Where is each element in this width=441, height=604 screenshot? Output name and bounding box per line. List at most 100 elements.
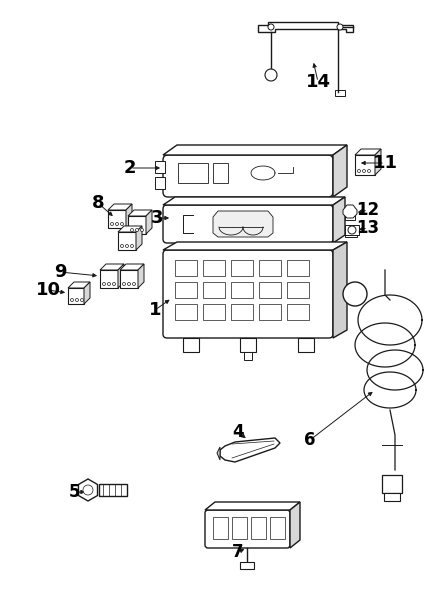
Polygon shape bbox=[355, 149, 381, 155]
Bar bbox=[287, 304, 309, 320]
Bar bbox=[178, 163, 208, 183]
Bar bbox=[175, 282, 197, 298]
Circle shape bbox=[112, 283, 116, 286]
Bar bbox=[128, 216, 146, 234]
Polygon shape bbox=[213, 211, 273, 237]
Polygon shape bbox=[333, 242, 347, 338]
Circle shape bbox=[367, 170, 370, 173]
Circle shape bbox=[71, 298, 74, 301]
Polygon shape bbox=[217, 447, 220, 460]
Text: 3: 3 bbox=[151, 209, 163, 227]
Polygon shape bbox=[258, 22, 353, 32]
FancyBboxPatch shape bbox=[163, 250, 333, 338]
Bar bbox=[203, 304, 225, 320]
Polygon shape bbox=[146, 210, 152, 234]
Polygon shape bbox=[220, 438, 280, 462]
Circle shape bbox=[265, 69, 277, 81]
Bar bbox=[335, 90, 345, 96]
Circle shape bbox=[123, 283, 126, 286]
Circle shape bbox=[358, 170, 360, 173]
Circle shape bbox=[102, 283, 105, 286]
Polygon shape bbox=[84, 282, 90, 304]
Bar bbox=[183, 338, 199, 352]
Polygon shape bbox=[120, 264, 144, 270]
Bar bbox=[203, 260, 225, 276]
Polygon shape bbox=[163, 242, 347, 250]
Circle shape bbox=[343, 282, 367, 306]
Bar bbox=[231, 282, 253, 298]
Circle shape bbox=[363, 170, 366, 173]
Bar bbox=[240, 338, 256, 352]
Bar bbox=[345, 227, 357, 237]
Circle shape bbox=[126, 245, 128, 248]
Bar bbox=[287, 282, 309, 298]
Bar bbox=[203, 282, 225, 298]
Text: 8: 8 bbox=[92, 194, 105, 212]
Bar bbox=[259, 260, 281, 276]
Text: 13: 13 bbox=[356, 219, 380, 237]
Circle shape bbox=[268, 24, 274, 30]
Polygon shape bbox=[128, 210, 152, 216]
Circle shape bbox=[127, 283, 131, 286]
Polygon shape bbox=[205, 502, 300, 510]
Text: 6: 6 bbox=[304, 431, 316, 449]
Bar bbox=[251, 517, 266, 539]
Bar bbox=[175, 260, 197, 276]
Polygon shape bbox=[118, 226, 142, 232]
Bar bbox=[68, 288, 84, 304]
Polygon shape bbox=[384, 493, 400, 501]
Bar bbox=[231, 304, 253, 320]
Bar bbox=[213, 163, 228, 183]
Circle shape bbox=[348, 226, 356, 234]
Circle shape bbox=[131, 228, 134, 231]
FancyBboxPatch shape bbox=[205, 510, 290, 548]
Bar bbox=[99, 484, 127, 496]
Text: 4: 4 bbox=[232, 423, 244, 441]
Polygon shape bbox=[78, 479, 97, 501]
Bar bbox=[155, 177, 165, 189]
Polygon shape bbox=[382, 475, 402, 493]
Polygon shape bbox=[108, 204, 132, 210]
Bar bbox=[232, 517, 247, 539]
Circle shape bbox=[141, 228, 143, 231]
Text: 7: 7 bbox=[232, 543, 244, 561]
Polygon shape bbox=[68, 282, 90, 288]
Text: 5: 5 bbox=[68, 483, 80, 501]
Bar bbox=[155, 161, 165, 173]
Circle shape bbox=[131, 245, 134, 248]
Bar bbox=[244, 352, 252, 360]
Bar bbox=[213, 517, 228, 539]
Text: 12: 12 bbox=[356, 201, 380, 219]
Polygon shape bbox=[138, 264, 144, 288]
Bar bbox=[345, 208, 355, 216]
Polygon shape bbox=[163, 197, 345, 205]
Bar bbox=[259, 304, 281, 320]
Bar bbox=[298, 338, 314, 352]
Circle shape bbox=[108, 283, 111, 286]
Polygon shape bbox=[126, 204, 132, 228]
Bar bbox=[240, 562, 254, 569]
Bar bbox=[108, 210, 126, 228]
Bar bbox=[287, 260, 309, 276]
Polygon shape bbox=[375, 149, 381, 175]
Circle shape bbox=[116, 222, 119, 225]
Polygon shape bbox=[163, 145, 347, 155]
Circle shape bbox=[120, 245, 123, 248]
Text: 14: 14 bbox=[306, 73, 330, 91]
Text: 11: 11 bbox=[373, 154, 397, 172]
Bar bbox=[355, 155, 375, 175]
Bar bbox=[175, 304, 197, 320]
Circle shape bbox=[132, 283, 135, 286]
Polygon shape bbox=[343, 205, 357, 218]
Polygon shape bbox=[345, 225, 359, 235]
Bar bbox=[270, 517, 285, 539]
Circle shape bbox=[111, 222, 113, 225]
Text: 10: 10 bbox=[35, 281, 60, 299]
Bar bbox=[231, 260, 253, 276]
Polygon shape bbox=[290, 502, 300, 548]
Text: 1: 1 bbox=[149, 301, 161, 319]
Circle shape bbox=[75, 298, 78, 301]
Polygon shape bbox=[118, 264, 124, 288]
Polygon shape bbox=[136, 226, 142, 250]
Polygon shape bbox=[333, 197, 345, 243]
